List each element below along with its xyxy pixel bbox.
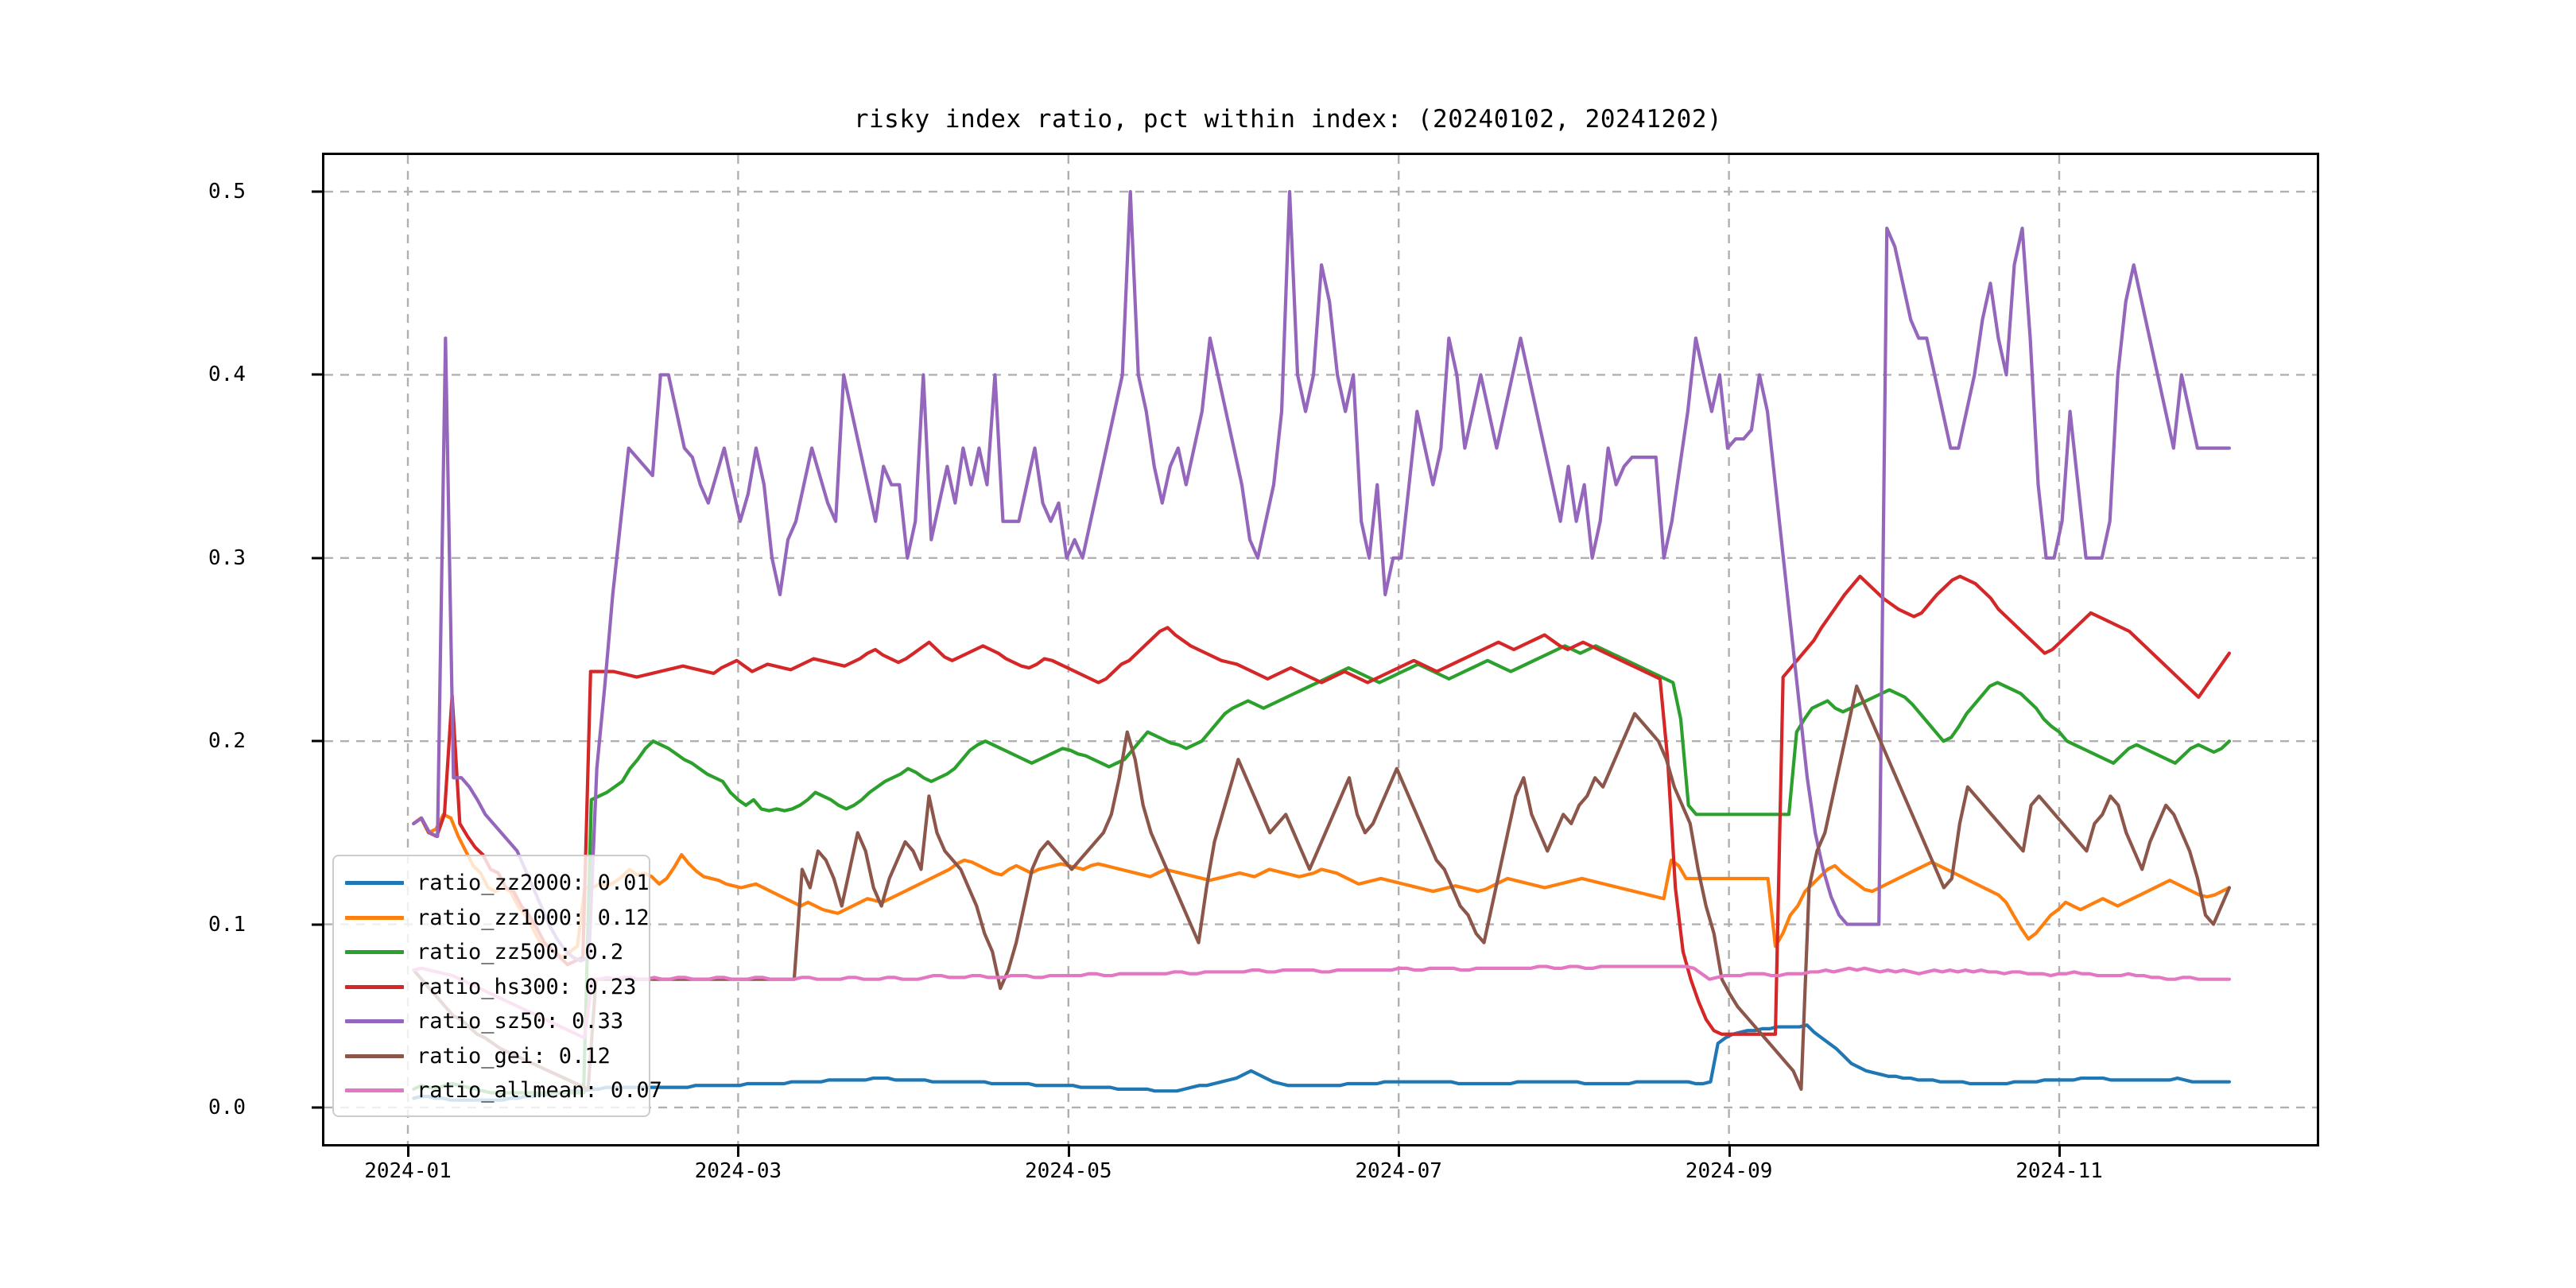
- series-line-ratio_hs300: [412, 574, 2232, 1036]
- legend-label-ratio_hs300: ratio_hs300: 0.23: [417, 974, 637, 999]
- series-line-ratio_allmean: [412, 964, 2232, 1040]
- x-tick-label-4: 2024-09: [1685, 1159, 1773, 1183]
- y-tick-mark-1: [312, 923, 322, 926]
- series-line-ratio_zz1000: [412, 813, 2232, 960]
- legend-color-swatch-ratio_zz500: [345, 950, 404, 955]
- legend-label-ratio_allmean: ratio_allmean: 0.07: [417, 1078, 662, 1104]
- plot-area: [322, 153, 2319, 1146]
- x-tick-label-3: 2024-07: [1355, 1159, 1442, 1183]
- legend-color-swatch-ratio_zz2000: [345, 881, 404, 886]
- x-tick-label-0: 2024-01: [364, 1159, 452, 1183]
- legend-item-ratio_zz1000[interactable]: ratio_zz1000: 0.12: [345, 901, 650, 936]
- legend-item-ratio_sz50[interactable]: ratio_sz50: 0.33: [345, 1004, 638, 1039]
- series-line-ratio_zz2000: [412, 1023, 2232, 1102]
- x-tick-mark-4: [1728, 1146, 1731, 1157]
- x-tick-mark-0: [407, 1146, 409, 1157]
- legend-color-swatch-ratio_sz50: [345, 1019, 404, 1024]
- legend-item-ratio_gei[interactable]: ratio_gei: 0.12: [345, 1039, 638, 1074]
- legend-label-ratio_sz50: ratio_sz50: 0.33: [417, 1009, 624, 1034]
- y-tick-label-2: 0.2: [208, 729, 246, 754]
- legend-item-ratio_hs300[interactable]: ratio_hs300: 0.23: [345, 970, 638, 1005]
- x-tick-mark-2: [1067, 1146, 1070, 1157]
- series-line-ratio_sz50: [412, 189, 2232, 963]
- x-tick-mark-1: [737, 1146, 740, 1157]
- y-tick-mark-4: [312, 373, 322, 376]
- legend-color-swatch-ratio_gei: [345, 1053, 404, 1058]
- legend-label-ratio_zz1000: ratio_zz1000: 0.12: [417, 905, 650, 930]
- y-tick-label-5: 0.5: [208, 180, 246, 204]
- y-tick-label-0: 0.0: [208, 1095, 246, 1119]
- legend-color-swatch-ratio_zz1000: [345, 915, 404, 920]
- chart-title: risky index ratio, pct within index: (20…: [853, 105, 1723, 134]
- y-tick-mark-5: [312, 190, 322, 193]
- x-tick-mark-3: [1398, 1146, 1401, 1157]
- legend-item-ratio_allmean[interactable]: ratio_allmean: 0.07: [345, 1073, 662, 1108]
- legend-item-ratio_zz500[interactable]: ratio_zz500: 0.2: [345, 935, 638, 970]
- x-tick-label-2: 2024-05: [1025, 1159, 1112, 1183]
- y-tick-mark-0: [312, 1106, 322, 1109]
- y-tick-mark-3: [312, 557, 322, 560]
- legend-color-swatch-ratio_allmean: [345, 1088, 404, 1093]
- legend-label-ratio_gei: ratio_gei: 0.12: [417, 1043, 611, 1069]
- legend-item-ratio_zz2000[interactable]: ratio_zz2000: 0.01: [345, 866, 650, 901]
- series-line-ratio_gei: [412, 684, 2232, 1091]
- legend: ratio_zz2000: 0.01 ratio_zz1000: 0.12 rati…: [332, 855, 662, 1117]
- y-tick-mark-2: [312, 739, 322, 743]
- y-tick-label-4: 0.4: [208, 363, 246, 387]
- y-tick-label-1: 0.1: [208, 912, 246, 937]
- x-tick-mark-5: [2058, 1146, 2061, 1157]
- legend-color-swatch-ratio_hs300: [345, 984, 404, 989]
- x-tick-label-5: 2024-11: [2015, 1159, 2103, 1183]
- legend-label-ratio_zz2000: ratio_zz2000: 0.01: [417, 871, 650, 896]
- legend-label-ratio_zz500: ratio_zz500: 0.2: [417, 940, 624, 965]
- x-tick-label-1: 2024-03: [694, 1159, 782, 1183]
- y-tick-label-3: 0.3: [208, 545, 246, 570]
- series-svg: [324, 155, 2317, 1144]
